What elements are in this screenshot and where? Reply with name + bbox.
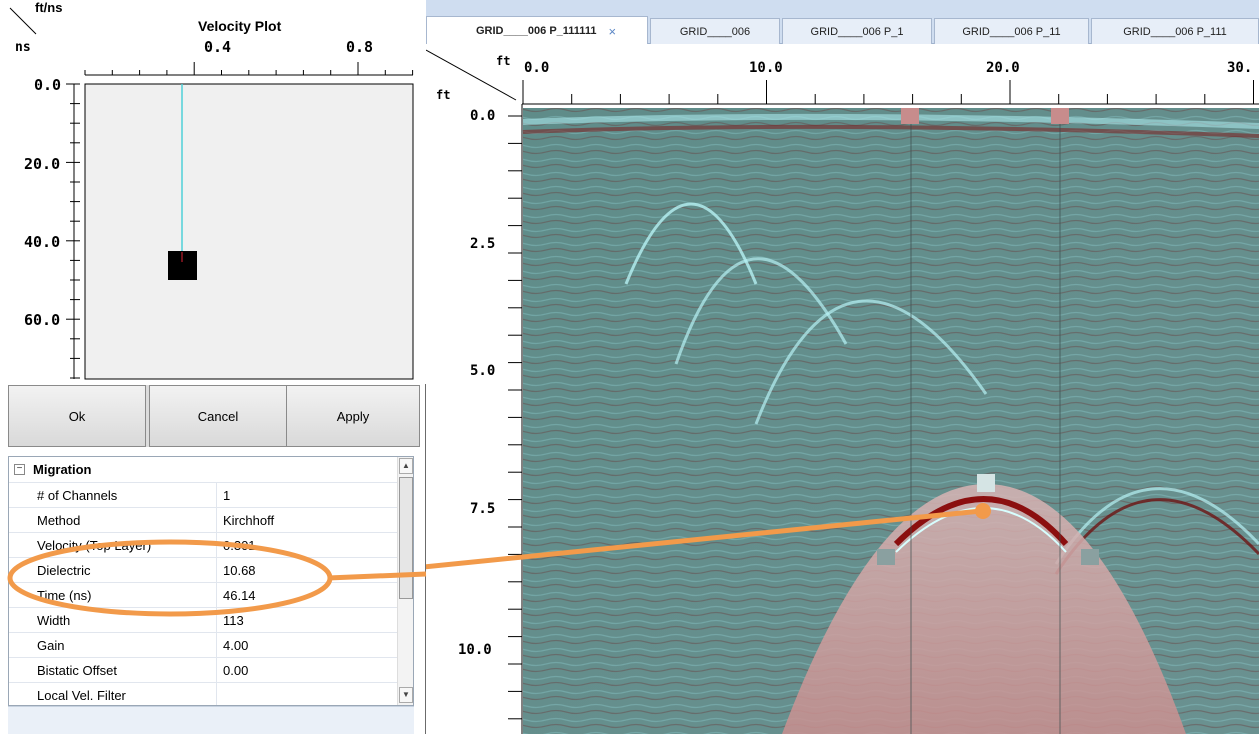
property-row[interactable]: Method Kirchhoff <box>9 508 397 533</box>
surface-reflection <box>522 113 1259 129</box>
ok-button[interactable]: Ok <box>8 385 146 447</box>
tab[interactable]: GRID____006 P_1 <box>782 18 932 44</box>
radar-unit-diagonal <box>425 49 517 101</box>
apex-handle[interactable] <box>977 474 995 492</box>
property-value[interactable] <box>217 683 397 705</box>
radar-panel: GRID____006 P_111111 × GRID____006 GRID_… <box>27 0 1259 734</box>
migration-cone <box>782 484 1186 734</box>
guide-handle[interactable] <box>901 108 919 124</box>
property-value[interactable]: 0.301 <box>223 538 256 553</box>
property-row[interactable]: Time (ns) 46.14 <box>9 583 397 608</box>
property-key: # of Channels <box>31 483 217 508</box>
radar-x-tick: 20.0 <box>986 60 1020 76</box>
property-value[interactable]: Kirchhoff <box>223 513 275 528</box>
callout-line <box>313 508 982 581</box>
x-tick-label: 0.8 <box>346 38 374 56</box>
property-row[interactable]: Velocity (Top Layer) 0.301 <box>9 533 397 558</box>
hyperbola <box>1054 487 1259 565</box>
radar-y-unit: ft <box>436 88 451 102</box>
left-ticks <box>66 83 80 379</box>
hyperbola <box>674 257 848 365</box>
property-value[interactable]: 10.68 <box>223 563 256 578</box>
y-tick-label: 0.0 <box>34 76 62 94</box>
left-panel: ft/ns Velocity Plot ns 0.4 0.8 0.0 20.0 … <box>0 0 426 734</box>
property-row[interactable]: Dielectric 10.68 <box>9 558 397 583</box>
property-value[interactable]: 4.00 <box>223 638 249 653</box>
property-row[interactable]: Width 113 <box>9 608 397 633</box>
guide-handle[interactable] <box>1051 108 1069 124</box>
description-pane <box>8 706 414 734</box>
y-tick-label: 60.0 <box>24 311 61 329</box>
scroll-down-icon[interactable]: ▼ <box>399 687 413 703</box>
button-row: Ok Cancel Apply <box>8 385 420 447</box>
migration-section-header[interactable]: − Migration <box>9 457 397 483</box>
property-key: Velocity (Top Layer) <box>31 533 217 558</box>
cancel-button[interactable]: Cancel <box>149 385 287 447</box>
radar-y-tick: 2.5 <box>470 236 496 252</box>
property-value[interactable]: 0.00 <box>223 663 249 678</box>
radar-x-tick: 0.0 <box>524 60 550 76</box>
scroll-thumb[interactable] <box>399 477 413 599</box>
property-scrollbar[interactable]: ▲ ▼ <box>397 457 413 705</box>
hyperbola <box>754 299 988 425</box>
radar-x-tick: 10.0 <box>749 60 783 76</box>
hyperbola <box>624 202 758 285</box>
tab-bar: GRID____006 P_111111 × GRID____006 GRID_… <box>426 0 1259 45</box>
collapse-icon[interactable]: − <box>14 464 25 475</box>
plot-title: Velocity Plot <box>198 18 282 34</box>
tab[interactable]: GRID____006 P_11 <box>934 18 1089 44</box>
unit-diagonal <box>9 7 37 35</box>
x-tick-label: 0.4 <box>204 38 232 56</box>
property-row[interactable]: Gain 4.00 <box>9 633 397 658</box>
tab[interactable]: GRID____006 <box>650 18 780 44</box>
velocity-plot-svg <box>9 7 414 380</box>
cone-handle[interactable] <box>877 549 895 565</box>
cone-handle[interactable] <box>1081 549 1099 565</box>
property-key: Bistatic Offset <box>31 658 217 683</box>
property-row[interactable]: Local Vel. Filter <box>9 683 397 705</box>
tab[interactable]: GRID____006 P_111 <box>1091 18 1259 44</box>
property-key: Gain <box>31 633 217 658</box>
property-key: Method <box>31 508 217 533</box>
property-value[interactable]: 113 <box>223 613 244 628</box>
radar-left-ticks <box>508 115 522 720</box>
y-unit-label: ns <box>15 40 31 55</box>
property-value[interactable]: 46.14 <box>223 588 256 603</box>
y-tick-label: 40.0 <box>24 233 61 251</box>
radar-y-tick: 10.0 <box>458 642 492 658</box>
property-key: Time (ns) <box>31 583 217 608</box>
plot-area <box>84 83 414 380</box>
section-title: Migration <box>33 462 92 477</box>
radar-svg <box>27 49 1259 734</box>
x-unit-label: ft/ns <box>35 0 63 15</box>
tab-label: GRID____006 P_111111 <box>475 25 597 37</box>
radar-x-tick: 30. <box>1227 60 1253 76</box>
top-ticks <box>84 62 414 75</box>
property-key: Dielectric <box>31 558 217 583</box>
velocity-plot: ft/ns Velocity Plot ns 0.4 0.8 0.0 20.0 … <box>0 0 426 384</box>
property-grid: − Migration # of Channels 1 Method Kirchhof… <box>8 456 414 706</box>
property-row[interactable]: Bistatic Offset 0.00 <box>9 658 397 683</box>
y-tick-label: 20.0 <box>24 155 61 173</box>
radar-y-tick: 5.0 <box>470 363 496 379</box>
radar-y-tick: 0.0 <box>470 108 496 124</box>
target-reflection <box>893 496 1069 547</box>
tab-active[interactable]: GRID____006 P_111111 × <box>426 16 648 45</box>
radar-y-tick: 7.5 <box>470 501 496 517</box>
property-row[interactable]: # of Channels 1 <box>9 483 397 508</box>
radar-view[interactable]: ft ft 0.0 10.0 20.0 30. 0.0 2.5 5.0 7.5 … <box>27 44 1259 734</box>
property-key: Width <box>31 608 217 633</box>
property-key: Local Vel. Filter <box>31 683 217 705</box>
close-tab-icon[interactable]: × <box>608 23 617 39</box>
surface-reflection-dark <box>522 124 1259 138</box>
radar-x-unit: ft <box>496 54 511 68</box>
callout-dot <box>975 503 991 519</box>
scroll-up-icon[interactable]: ▲ <box>399 458 413 474</box>
property-value[interactable]: 1 <box>223 488 231 503</box>
apply-button[interactable]: Apply <box>286 385 420 447</box>
